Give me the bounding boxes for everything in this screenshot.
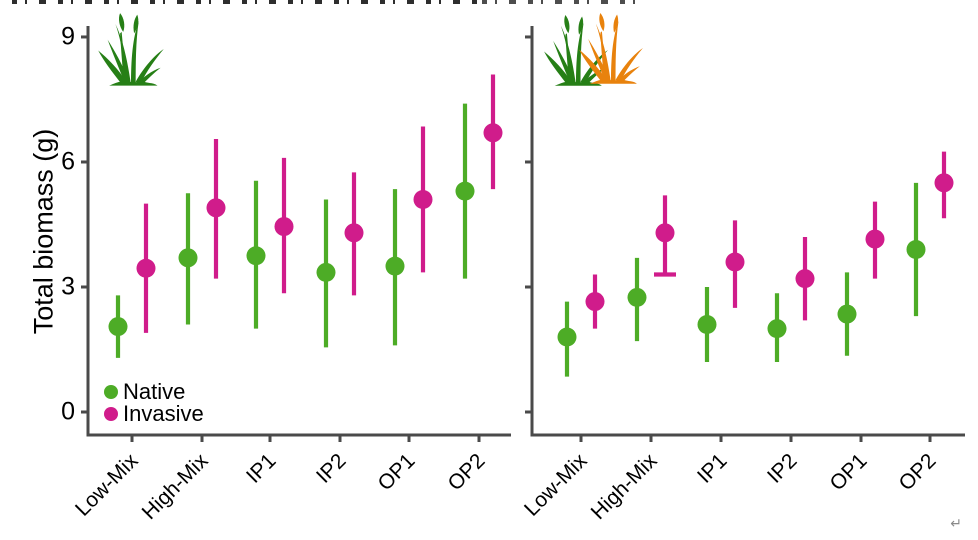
data-point-native-IP1: [246, 246, 266, 266]
data-point-native-Low-Mix: [557, 327, 577, 347]
x-tick-label: IP1: [693, 449, 732, 488]
data-point-native-High-Mix: [178, 248, 198, 268]
data-point-invasive-High-Mix: [655, 223, 675, 243]
data-point-native-IP2: [316, 262, 336, 282]
x-tick-label: IP2: [763, 449, 802, 488]
data-point-native-OP1: [837, 304, 857, 324]
data-point-invasive-OP2: [483, 123, 503, 143]
data-point-native-OP1: [385, 256, 405, 276]
data-point-native-Low-Mix: [108, 317, 128, 337]
data-point-native-OP2: [455, 181, 475, 201]
legend-dot-invasive: [104, 407, 118, 421]
legend-dot-native: [104, 385, 118, 399]
data-point-native-IP2: [767, 319, 787, 339]
data-point-native-High-Mix: [627, 287, 647, 307]
cropped-text-fragments: [482, 0, 645, 4]
legend-label-native: Native: [123, 379, 185, 404]
data-point-invasive-OP2: [934, 173, 954, 193]
y-tick-label: 9: [61, 23, 75, 51]
x-tick-label: Low-Mix: [520, 449, 592, 521]
data-point-native-OP2: [906, 239, 926, 259]
data-point-invasive-IP1: [725, 252, 745, 272]
x-tick-label: OP1: [826, 449, 872, 495]
data-point-invasive-Low-Mix: [585, 292, 605, 312]
green-grass-icon: [98, 13, 164, 86]
x-tick-label: OP1: [374, 449, 420, 495]
data-point-native-IP1: [697, 314, 717, 334]
paragraph-return-mark: ↵: [950, 515, 962, 531]
data-point-invasive-High-Mix: [206, 198, 226, 218]
legend-label-invasive: Invasive: [123, 401, 204, 426]
data-point-invasive-IP1: [274, 217, 294, 237]
data-point-invasive-IP2: [795, 269, 815, 289]
y-tick-label: 6: [61, 148, 75, 176]
green-orange-grass-icon: [579, 13, 643, 84]
x-tick-label: Low-Mix: [71, 449, 143, 521]
data-point-invasive-OP1: [865, 229, 885, 249]
x-tick-label: IP2: [312, 449, 351, 488]
x-tick-label: OP2: [444, 449, 490, 495]
cropped-text-fragments: [12, 0, 480, 4]
x-tick-label: IP1: [242, 449, 281, 488]
data-point-invasive-Low-Mix: [136, 258, 156, 278]
data-point-invasive-OP1: [413, 189, 433, 209]
x-tick-label: High-Mix: [138, 449, 213, 524]
data-point-invasive-IP2: [344, 223, 364, 243]
y-tick-label: 3: [61, 273, 75, 301]
y-tick-label: 0: [61, 398, 75, 426]
x-tick-label: High-Mix: [587, 449, 662, 524]
x-tick-label: OP2: [895, 449, 941, 495]
